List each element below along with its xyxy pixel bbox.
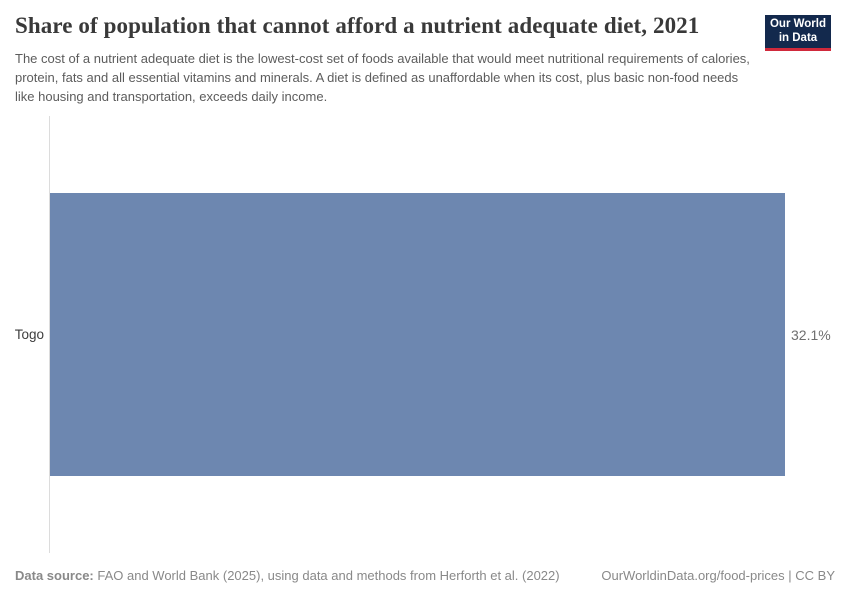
owid-logo[interactable]: Our World in Data <box>765 15 831 51</box>
y-axis-line <box>49 116 50 553</box>
value-label-togo: 32.1% <box>791 326 831 343</box>
chart-subtitle: The cost of a nutrient adequate diet is … <box>15 51 750 104</box>
data-source-label: Data source: <box>15 568 94 583</box>
owid-logo-line1: Our World <box>769 18 826 30</box>
data-source-text: FAO and World Bank (2025), using data an… <box>97 568 560 583</box>
credit-link[interactable]: OurWorldinData.org/food-prices | CC BY <box>601 568 835 583</box>
bar-row: Togo 32.1% <box>15 193 835 476</box>
bar-togo[interactable] <box>50 193 785 476</box>
owid-logo-line2: in Data <box>778 31 818 44</box>
entity-label-togo: Togo <box>14 327 44 342</box>
bar-track <box>50 193 785 476</box>
bar-chart: Togo 32.1% <box>15 116 835 553</box>
chart-title: Share of population that cannot afford a… <box>15 13 700 38</box>
chart-footer: Data source: FAO and World Bank (2025), … <box>15 567 835 584</box>
data-source-note: Data source: FAO and World Bank (2025), … <box>15 567 560 584</box>
